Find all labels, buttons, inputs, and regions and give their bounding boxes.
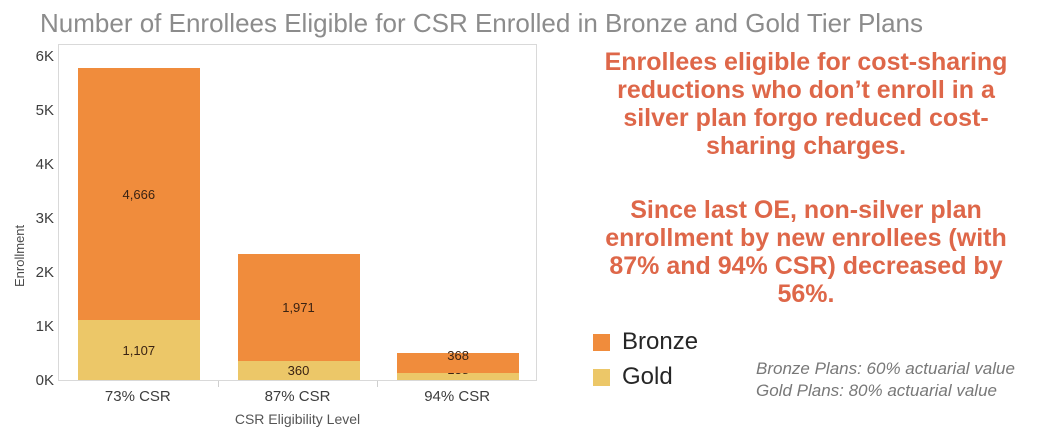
x-axis-tick-mark bbox=[217, 381, 219, 387]
legend-item-gold[interactable]: Gold bbox=[593, 364, 698, 390]
callout-paragraph-2: Since last OE, non-silver plan enrollmen… bbox=[605, 196, 1007, 308]
x-tick-94-csr: 94% CSR bbox=[424, 388, 491, 405]
plot-area: 1,107 4,666 360 1,971 138368 bbox=[58, 44, 537, 381]
bar-value-label: 1,971 bbox=[282, 299, 315, 315]
bar-73-csr-gold[interactable]: 1,107 bbox=[77, 320, 200, 380]
chart-title: Number of Enrollees Eligible for CSR Enr… bbox=[40, 8, 923, 38]
y-tick-3k: 3K bbox=[35, 210, 54, 227]
note-line: Bronze Plans: 60% actuarial value bbox=[756, 359, 1015, 378]
y-tick-1k: 1K bbox=[35, 318, 54, 335]
bar-87-csr-bronze[interactable]: 1,971 bbox=[237, 254, 360, 361]
bar-87-csr-gold[interactable]: 360 bbox=[237, 360, 360, 380]
bar-73-csr-bronze[interactable]: 4,666 bbox=[77, 68, 200, 321]
x-axis-tick-mark bbox=[377, 381, 379, 387]
gold-swatch-icon bbox=[593, 368, 610, 386]
legend-label: Gold bbox=[622, 363, 673, 390]
bronze-swatch-icon bbox=[593, 333, 610, 351]
callout-paragraph-1: Enrollees eligible for cost-sharing redu… bbox=[604, 48, 1008, 160]
bar-value-label: 4,666 bbox=[122, 186, 156, 202]
x-tick-87-csr: 87% CSR bbox=[264, 388, 331, 405]
bar-94-csr-bronze[interactable]: 368 bbox=[397, 349, 520, 373]
x-tick-73-csr: 73% CSR bbox=[104, 388, 171, 405]
legend-label: Bronze bbox=[622, 328, 699, 355]
bar-value-label: 1,107 bbox=[122, 342, 156, 358]
legend-item-bronze[interactable]: Bronze bbox=[593, 329, 698, 355]
y-tick-0k: 0K bbox=[35, 372, 54, 389]
y-tick-6k: 6K bbox=[35, 48, 54, 65]
note-line: Gold Plans: 80% actuarial value bbox=[756, 381, 997, 400]
bar-value-label: 368 bbox=[447, 348, 469, 364]
y-tick-2k: 2K bbox=[35, 264, 54, 281]
x-axis-title: CSR Eligibility Level bbox=[234, 411, 361, 427]
bar-value-label: 360 bbox=[287, 362, 310, 378]
legend: Bronze Gold bbox=[593, 329, 698, 399]
y-tick-4k: 4K bbox=[35, 156, 54, 173]
y-tick-5k: 5K bbox=[35, 102, 54, 119]
actuarial-value-notes: Bronze Plans: 60% actuarial value Gold Pl… bbox=[756, 358, 1015, 402]
bar-94-csr-gold[interactable]: 138 bbox=[397, 363, 520, 380]
